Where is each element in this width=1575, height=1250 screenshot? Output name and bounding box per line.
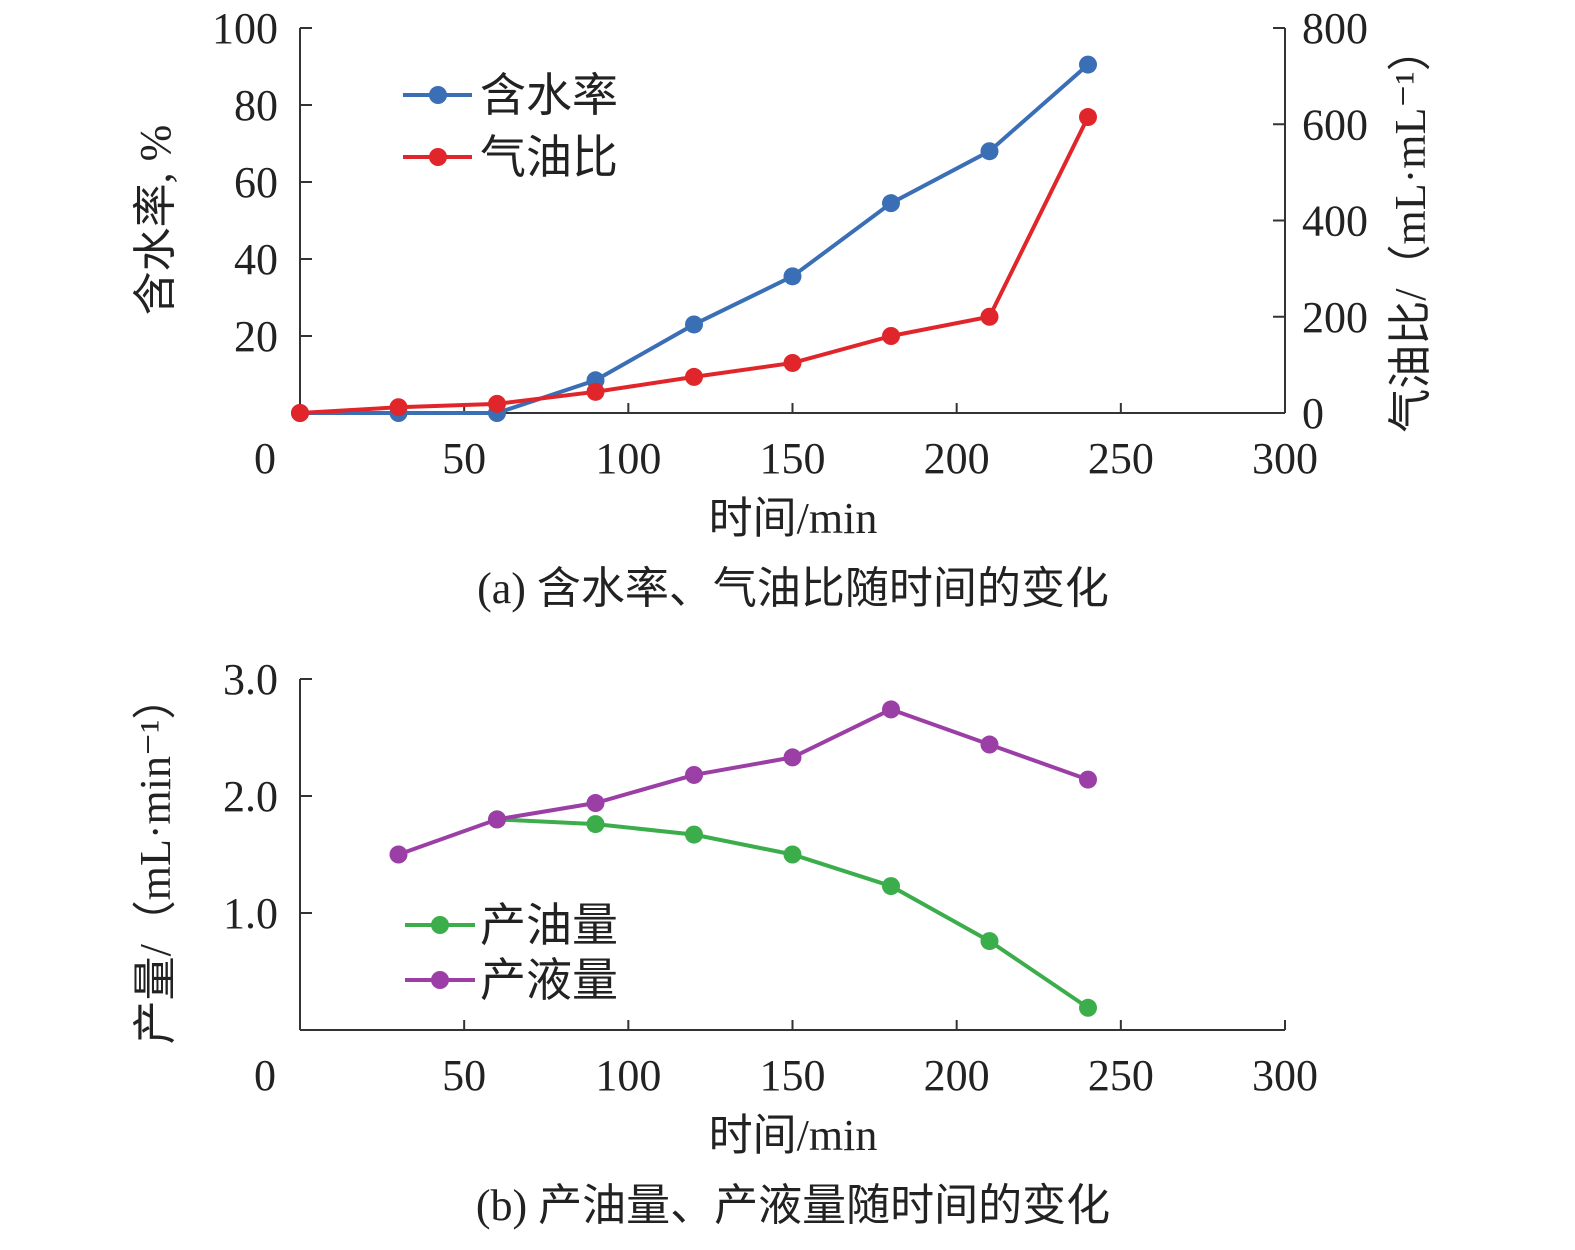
chart-b-x-tick-label: 200 <box>924 1051 990 1100</box>
chart-b-x-tick-label: 300 <box>1252 1051 1318 1100</box>
chart-b-data-point <box>1079 998 1097 1017</box>
chart-b-data-point <box>488 810 506 829</box>
chart-a-data-point <box>882 194 900 213</box>
chart-a-legend-label: 气油比 <box>480 132 618 183</box>
chart-a-data-point <box>488 394 506 413</box>
chart-b-data-point <box>389 845 408 864</box>
chart-a-y2-tick-label: 0 <box>1302 389 1324 438</box>
chart-a-series-line-1 <box>300 63 1090 415</box>
chart-b-data-point <box>586 815 605 834</box>
chart-b-data-point <box>783 845 802 864</box>
chart-b-caption: (b) 产油量、产液量随时间的变化 <box>476 1181 1110 1230</box>
chart-a-x-tick-label: 100 <box>595 434 661 483</box>
chart-b-x-axis-label: 时间/min <box>709 1111 878 1160</box>
chart-b-x-tick-label: 250 <box>1088 1051 1154 1100</box>
chart-a-x-tick-label: 200 <box>924 434 990 483</box>
chart-a-y-tick-label: 40 <box>234 235 278 284</box>
chart-a-data-point <box>586 382 605 401</box>
chart-a-x-tick-label: 150 <box>760 434 826 483</box>
chart-a-legend-label: 含水率 <box>480 70 618 121</box>
chart-b-series-line-2 <box>397 707 1089 857</box>
chart-a-data-point <box>685 367 703 386</box>
chart-b-legend-label: 产液量 <box>480 955 618 1006</box>
chart-a-caption: (a) 含水率、气油比随时间的变化 <box>477 564 1109 613</box>
chart-b-legend-marker <box>431 971 449 989</box>
chart-b-data-point <box>586 794 605 813</box>
chart-a-data-point <box>882 327 900 345</box>
chart-a-data-point <box>1079 108 1097 127</box>
chart-b-y-tick-label: 1.0 <box>223 889 278 938</box>
chart-a-legend-marker <box>429 148 447 166</box>
chart-a-legend-marker <box>429 86 447 104</box>
chart-a-y2-tick-label: 800 <box>1302 4 1368 53</box>
chart-a-data-point <box>291 404 309 422</box>
chart-a-y2-tick-label: 600 <box>1302 100 1368 149</box>
chart-a-y-tick-label: 100 <box>212 4 278 53</box>
chart-a-data-point <box>389 398 408 417</box>
chart-b-y-tick-label: 3.0 <box>223 655 278 704</box>
chart-a-y-axis-label: 含水率, % <box>131 125 180 316</box>
chart-a-data-point <box>980 307 999 326</box>
chart-b-y-axis-label: 产量/（mL·min⁻¹） <box>131 676 180 1045</box>
chart-b-data-point <box>685 825 703 844</box>
chart-a-data-point <box>783 353 802 372</box>
chart-b-x-tick-label: 100 <box>595 1051 661 1100</box>
chart-b-legend-label: 产油量 <box>480 900 618 951</box>
chart-b-data-point <box>882 700 900 719</box>
chart-a-x-tick-label: 250 <box>1088 434 1154 483</box>
chart-b-data-point <box>1079 770 1097 789</box>
chart-b-y-tick-label: 2.0 <box>223 772 278 821</box>
chart-b-data-point <box>685 765 703 784</box>
chart-a-x-tick-label: 50 <box>442 434 486 483</box>
chart-a-y2-axis-label: 气油比/（mL·mL⁻¹） <box>1386 27 1435 433</box>
chart-a-data-point <box>1079 55 1097 74</box>
chart-b-data-point <box>783 748 802 767</box>
chart-b-x-tick-label: 0 <box>254 1051 276 1100</box>
chart-a-data-point <box>685 315 703 334</box>
chart-b-x-tick-label: 150 <box>760 1051 826 1100</box>
chart-a-y-tick-label: 80 <box>234 81 278 130</box>
chart-a-x-tick-label: 300 <box>1252 434 1318 483</box>
chart-b-x-tick-label: 50 <box>442 1051 486 1100</box>
chart-b-data-point <box>882 877 900 896</box>
chart-b-data-point <box>980 932 999 951</box>
chart-b-data-point <box>980 735 999 754</box>
chart-a-x-axis-label: 时间/min <box>709 494 878 543</box>
chart-a-x-tick-label: 0 <box>254 434 276 483</box>
chart-a-data-point <box>980 142 999 161</box>
chart-a-y-tick-label: 60 <box>234 158 278 207</box>
chart-a-y2-tick-label: 400 <box>1302 197 1368 246</box>
chart-a-y2-tick-label: 200 <box>1302 293 1368 342</box>
chart-a-y-tick-label: 20 <box>234 312 278 361</box>
chart-b-legend-marker <box>431 916 449 934</box>
chart-a-data-point <box>783 267 802 286</box>
